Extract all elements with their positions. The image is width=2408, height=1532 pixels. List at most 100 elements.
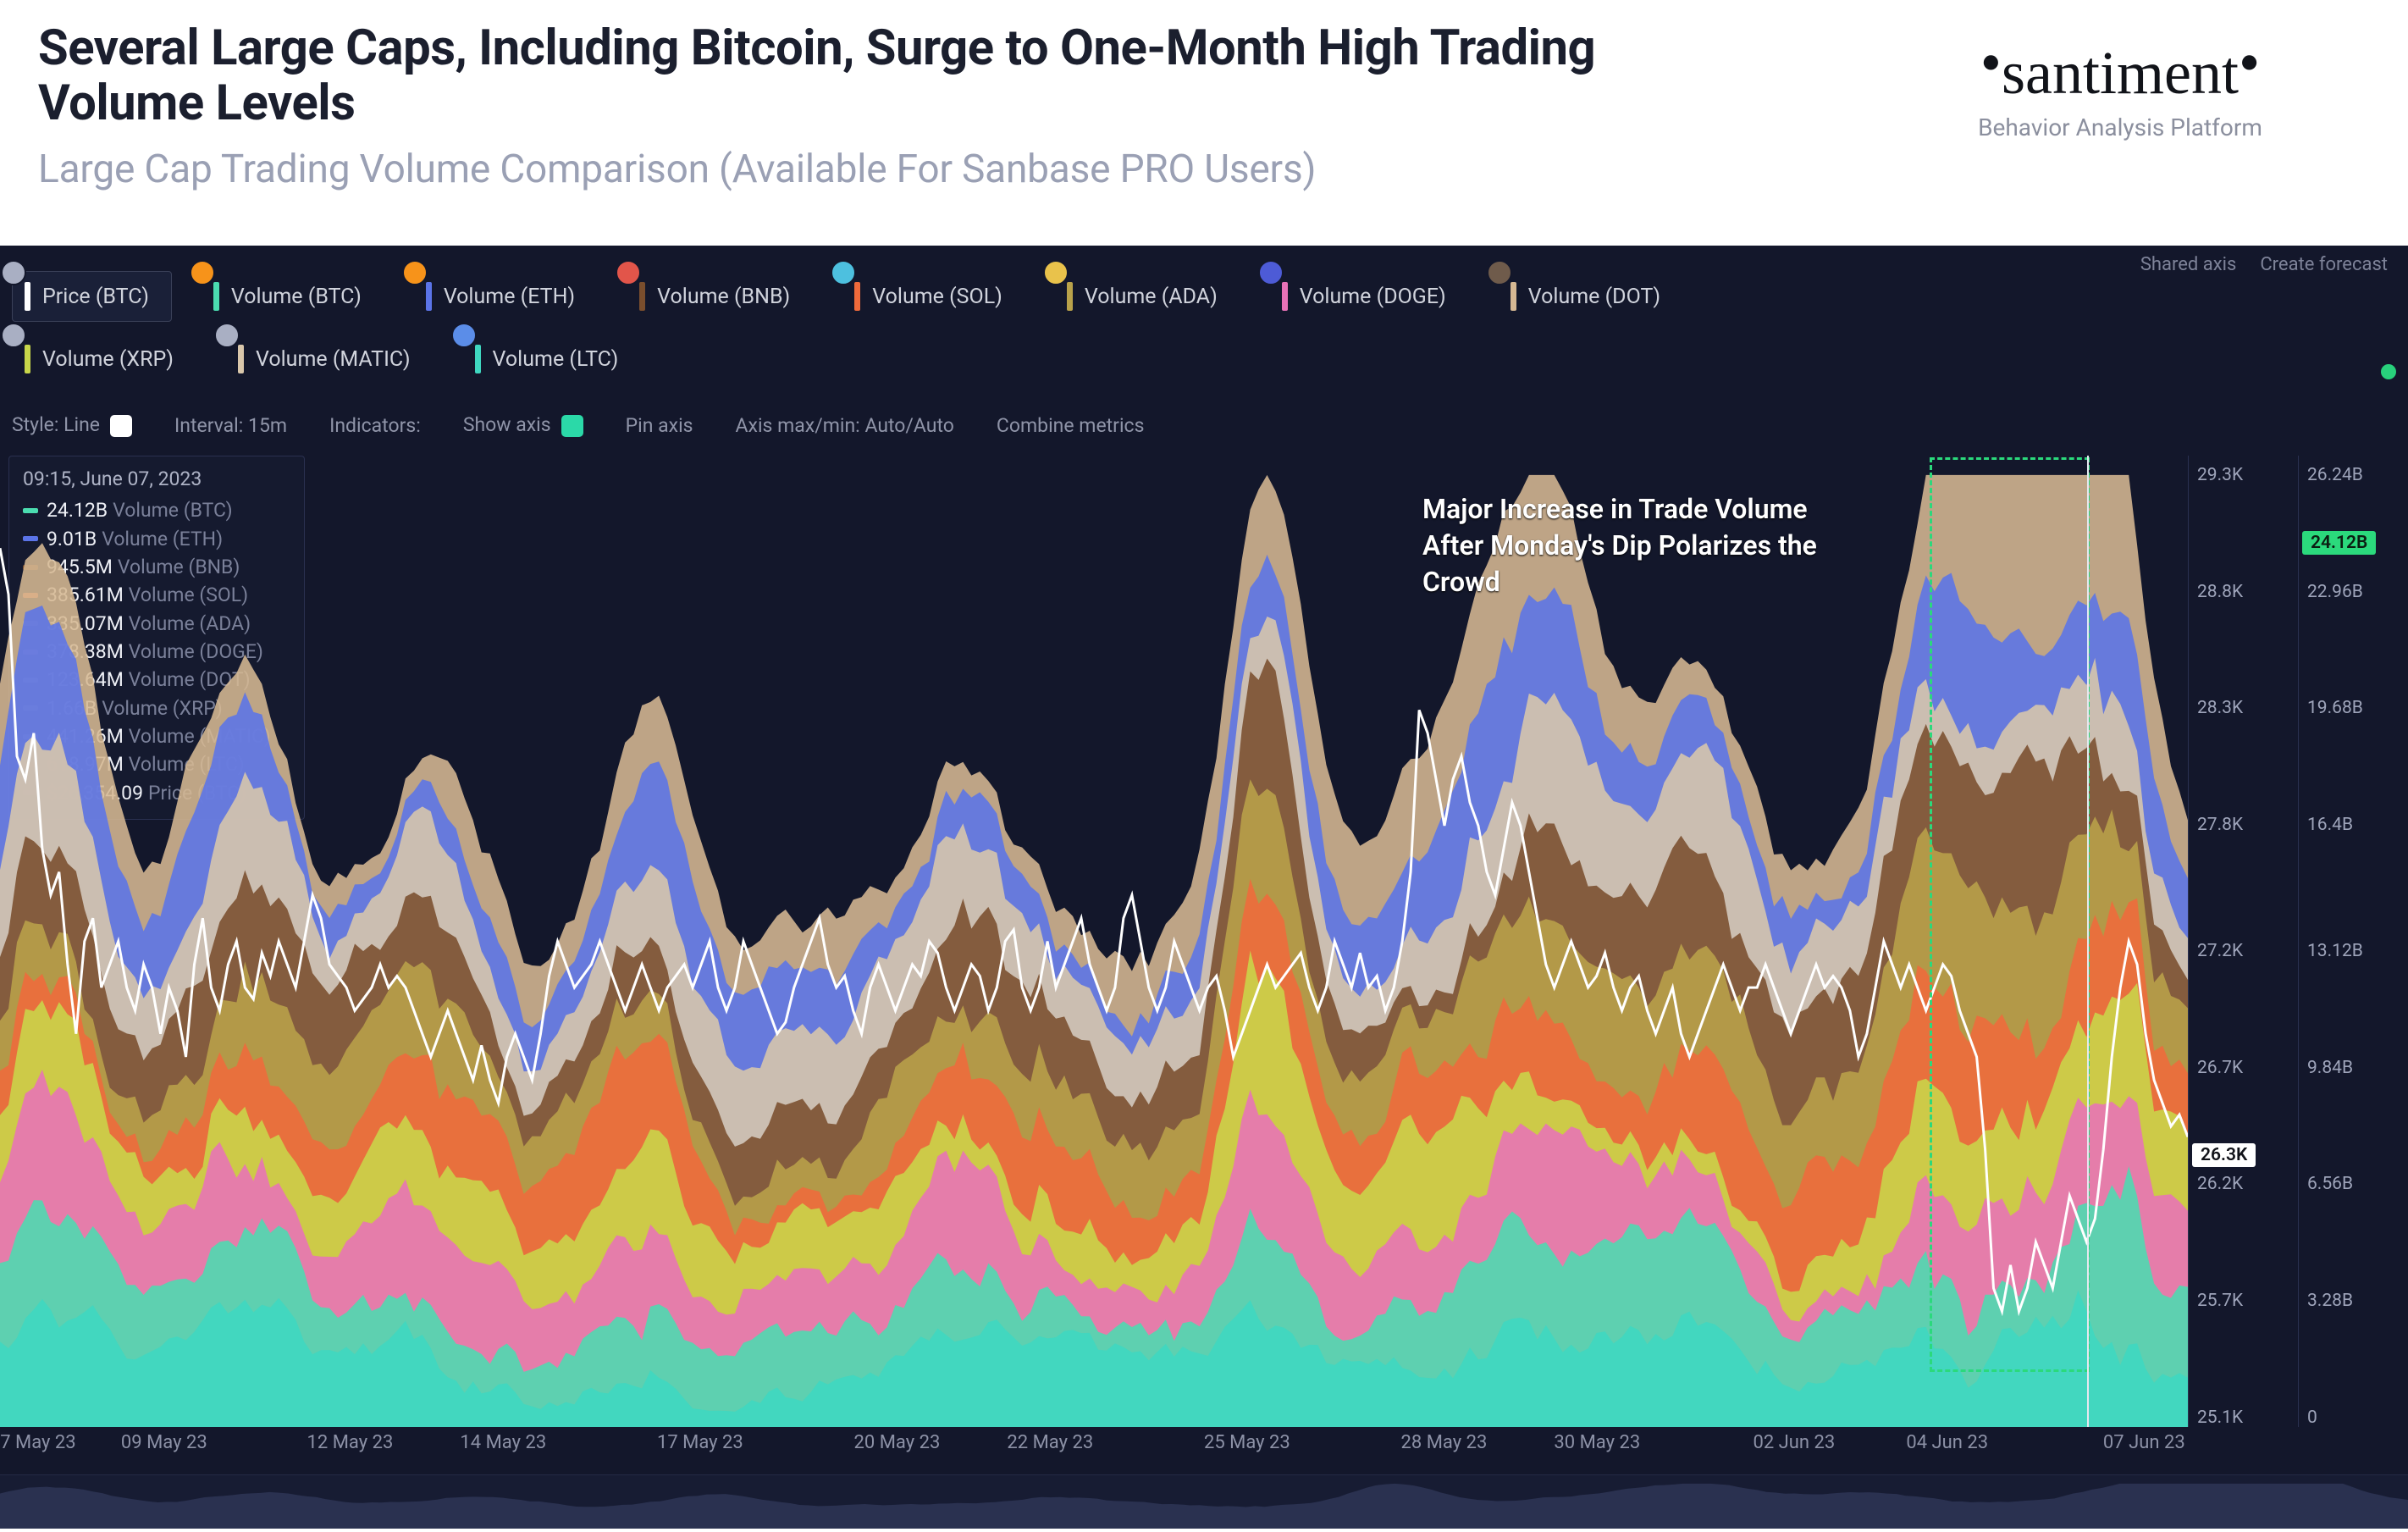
legend-label: Volume (BNB)	[657, 285, 790, 309]
x-axis-tick: 30 May 23	[1554, 1432, 1640, 1453]
legend-label: Volume (BTC)	[231, 285, 362, 309]
legend: Price (BTC) Volume (BTC) Volume (ETH) Volum…	[0, 271, 2408, 396]
series-color-icon	[854, 282, 860, 311]
legend-label: Price (BTC)	[42, 285, 149, 309]
legend-pill[interactable]: Volume (BTC)	[201, 271, 384, 322]
axis-tick: 25.7K	[2197, 1291, 2243, 1311]
axis-tick: 28.8K	[2197, 582, 2243, 602]
coin-badge-icon	[1487, 260, 1512, 285]
legend-pill[interactable]: Volume (ETH)	[413, 271, 598, 322]
legend-label: Volume (SOL)	[872, 285, 1002, 309]
legend-label: Volume (ETH)	[444, 285, 575, 309]
legend-pill[interactable]: Volume (ADA)	[1054, 271, 1240, 322]
chart-panel: Shared axis Create forecast Price (BTC)V…	[0, 246, 2408, 1529]
legend-pill[interactable]: Volume (DOGE)	[1269, 271, 1469, 322]
scrub-area[interactable]	[0, 1484, 2408, 1529]
page-title: Several Large Caps, Including Bitcoin, S…	[38, 21, 1647, 131]
axis-minmax-label[interactable]: Axis max/min: Auto/Auto	[736, 414, 954, 437]
style-checkbox-icon[interactable]	[110, 415, 132, 437]
axis-tick: 13.12B	[2307, 941, 2363, 961]
series-color-icon	[1282, 282, 1288, 311]
coin-badge-icon	[1258, 260, 1284, 285]
legend-pill[interactable]: Volume (DOT)	[1498, 271, 1683, 322]
x-axis-tick: 22 May 23	[1007, 1432, 1093, 1453]
series-color-icon	[25, 282, 30, 311]
coin-badge-icon	[616, 260, 641, 285]
series-color-icon	[1511, 282, 1516, 311]
y-axis-volume: 26.24B22.96B19.68B16.4B13.12B9.84B6.56B3…	[2298, 456, 2408, 1427]
x-axis-tick: 20 May 23	[854, 1432, 941, 1453]
series-color-icon	[213, 282, 219, 311]
series-color-icon	[238, 345, 244, 373]
x-axis-tick: 07 May 23	[0, 1432, 76, 1453]
legend-label: Volume (LTC)	[493, 347, 619, 372]
coin-badge-icon	[190, 260, 215, 285]
legend-pill[interactable]: Volume (SOL)	[842, 271, 1025, 322]
axis-tick: 19.68B	[2307, 698, 2363, 718]
brand-tagline: Behavior Analysis Platform	[1883, 113, 2357, 141]
x-axis-tick: 02 Jun 23	[1753, 1432, 1835, 1453]
combine-metrics-button[interactable]: Combine metrics	[997, 414, 1145, 437]
series-color-icon	[1067, 282, 1073, 311]
axis-tick: 22.96B	[2307, 582, 2363, 602]
legend-label: Volume (ADA)	[1085, 285, 1218, 309]
indicators-button[interactable]: Indicators:	[329, 414, 421, 437]
axis-tick: 0	[2307, 1408, 2317, 1428]
coin-badge-icon	[1043, 260, 1069, 285]
interval-select[interactable]: Interval: 15m	[174, 414, 287, 437]
axis-tick: 26.7K	[2197, 1058, 2243, 1078]
legend-pill[interactable]: Volume (BNB)	[627, 271, 813, 322]
x-axis-tick: 25 May 23	[1204, 1432, 1290, 1453]
coin-badge-icon	[1, 323, 26, 348]
show-axis-toggle[interactable]: Show axis	[463, 413, 583, 437]
x-axis: 07 May 2309 May 2312 May 2314 May 2317 M…	[0, 1432, 2188, 1466]
legend-label: Volume (DOT)	[1528, 285, 1660, 309]
coin-badge-icon	[402, 260, 428, 285]
legend-pill[interactable]: Price (BTC)	[12, 271, 172, 322]
chart-plot[interactable]	[0, 456, 2188, 1427]
x-axis-tick: 17 May 23	[657, 1432, 743, 1453]
axis-tick: 26.2K	[2197, 1174, 2243, 1194]
pin-axis-toggle[interactable]: Pin axis	[626, 414, 693, 437]
brand-block: •santiment• Behavior Analysis Platform	[1883, 21, 2357, 141]
page-subtitle: Large Cap Trading Volume Comparison (Ava…	[38, 147, 1647, 192]
legend-label: Volume (MATIC)	[256, 347, 411, 372]
brand-logo: •santiment•	[1883, 38, 2357, 108]
axis-tick: 27.8K	[2197, 815, 2243, 835]
timeline-scrubber[interactable]	[0, 1474, 2408, 1529]
series-color-icon	[639, 282, 645, 311]
legend-label: Volume (XRP)	[42, 347, 174, 372]
series-color-icon	[426, 282, 432, 311]
legend-row: Volume (XRP) Volume (MATIC) Volume (LTC)	[12, 334, 2396, 384]
legend-pill[interactable]: Volume (LTC)	[462, 334, 642, 384]
chart-controls: Style: Line Interval: 15m Indicators: Sh…	[12, 408, 2396, 442]
coin-badge-icon	[1, 260, 26, 285]
axis-tick: 29.3K	[2197, 465, 2243, 485]
axis-marker: 26.3K	[2192, 1143, 2256, 1167]
style-select[interactable]: Style: Line	[12, 413, 132, 437]
axis-tick: 28.3K	[2197, 698, 2243, 718]
x-axis-tick: 28 May 23	[1401, 1432, 1488, 1453]
coin-badge-icon	[451, 323, 477, 348]
x-axis-tick: 04 Jun 23	[1906, 1432, 1988, 1453]
cursor-line	[2087, 456, 2089, 1427]
y-axes: 29.3K 28.8K 28.3K 27.8K 27.2K 26.7K 26.2K 25.7K…	[2188, 456, 2408, 1427]
show-axis-checkbox-icon[interactable]	[561, 415, 583, 437]
axis-tick: 27.2K	[2197, 941, 2243, 961]
legend-pill[interactable]: Volume (MATIC)	[225, 334, 434, 384]
header: Several Large Caps, Including Bitcoin, S…	[0, 0, 2408, 246]
legend-row: Price (BTC) Volume (BTC) Volume (ETH) Volum…	[12, 271, 2396, 322]
legend-label: Volume (DOGE)	[1300, 285, 1446, 309]
legend-pill[interactable]: Volume (XRP)	[12, 334, 196, 384]
axis-tick: 9.84B	[2307, 1058, 2353, 1078]
chart-annotation: Major Increase in Trade Volume After Mon…	[1422, 491, 1863, 601]
coin-badge-icon	[214, 323, 240, 348]
series-color-icon	[475, 345, 481, 373]
axis-tick: 26.24B	[2307, 465, 2363, 485]
axis-tick: 25.1K	[2197, 1408, 2243, 1428]
y-axis-price: 29.3K 28.8K 28.3K 27.8K 27.2K 26.7K 26.2K 25.7K…	[2188, 456, 2298, 1427]
x-axis-tick: 14 May 23	[460, 1432, 546, 1453]
x-axis-tick: 07 Jun 23	[2103, 1432, 2185, 1453]
axis-tick: 16.4B	[2307, 815, 2353, 835]
x-axis-tick: 12 May 23	[307, 1432, 394, 1453]
